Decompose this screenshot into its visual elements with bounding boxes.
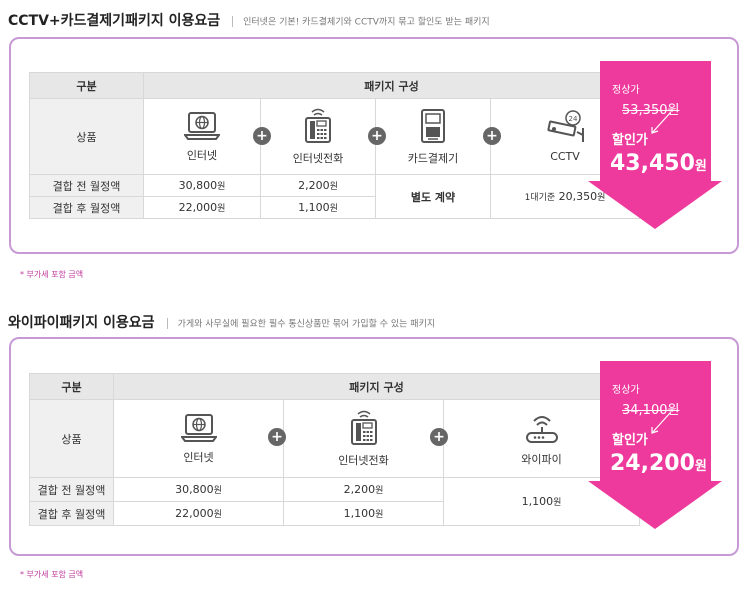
product-cell-internet: 인터넷	[113, 399, 284, 478]
row-label-after: 결합 후 월정액	[29, 196, 144, 219]
plus-icon: +	[368, 127, 386, 145]
product-name: 와이파이	[521, 452, 562, 466]
product-name: 인터넷전화	[338, 453, 389, 467]
cctv-camera-icon: 24	[547, 110, 584, 142]
product-name: 인터넷전화	[292, 151, 344, 165]
row-label-product: 상품	[29, 399, 114, 478]
section2-package-table: 구분 패키지 구성 상품 인터넷	[29, 373, 641, 526]
section1-price-arrow: 정상가 53,350원 할인가 43,450원	[588, 61, 723, 231]
row-label-after: 결합 후 월정액	[29, 501, 114, 526]
section2-subtitle: 가게와 사무실에 필요한 필수 통신상품만 묶어 가입할 수 있는 패키지	[177, 319, 436, 330]
price-before-phone: 2,200원	[283, 477, 444, 502]
regular-price: 53,350원	[622, 103, 680, 118]
product-name: 카드결제기	[407, 151, 459, 165]
price-before-internet: 30,800원	[143, 174, 261, 197]
card-terminal-icon	[421, 108, 445, 143]
plus-icon: +	[430, 428, 448, 446]
product-name: CCTV	[550, 150, 580, 163]
row-label-before: 결합 전 월정액	[29, 477, 114, 502]
laptop-globe-icon	[184, 111, 220, 140]
product-cell-card-terminal: 카드결제기	[375, 98, 491, 175]
plus-icon: +	[253, 127, 271, 145]
package-header: 패키지 구성	[112, 373, 641, 400]
svg-text:24: 24	[569, 115, 578, 123]
section2-title: 와이파이패키지 이용요금	[8, 315, 155, 331]
title-divider	[166, 317, 168, 329]
product-cell-phone: 인터넷전화	[260, 98, 376, 175]
product-name: 인터넷	[183, 450, 214, 464]
price-after-internet: 22,000원	[113, 501, 284, 526]
row-label-before: 결합 전 월정액	[29, 174, 144, 197]
sale-price-label: 할인가	[612, 433, 648, 448]
product-cell-phone: 인터넷전화	[283, 399, 444, 478]
desk-phone-icon	[305, 108, 331, 143]
sale-price: 24,200원	[610, 451, 707, 476]
section1-vat-note: * 부가세 포함 금액	[20, 270, 84, 279]
col-header: 구분	[29, 373, 114, 400]
regular-price-label: 정상가	[612, 385, 640, 396]
section1-title: CCTV+카드결제기패키지 이용요금	[8, 13, 221, 29]
product-cell-internet: 인터넷	[143, 98, 261, 175]
plus-icon: +	[483, 127, 501, 145]
sale-price-label: 할인가	[612, 133, 648, 148]
section2-title-row: 와이파이패키지 이용요금 가게와 사무실에 필요한 필수 통신상품만 묶어 가입할…	[8, 312, 435, 332]
wifi-router-icon	[525, 415, 558, 443]
laptop-globe-icon	[180, 413, 217, 442]
title-divider	[232, 15, 234, 27]
section1-title-row: CCTV+카드결제기패키지 이용요금 인터넷은 기본! 카드결제기와 CCTV까지…	[8, 10, 490, 30]
plus-icon: +	[268, 428, 286, 446]
section1-package-table: 구분 패키지 구성 상품 인터넷	[29, 72, 640, 219]
col-header: 구분	[29, 72, 144, 99]
product-name: 인터넷	[186, 148, 218, 162]
regular-price-label: 정상가	[612, 85, 640, 96]
desk-phone-icon	[350, 410, 377, 445]
section1-subtitle: 인터넷은 기본! 카드결제기와 CCTV까지 묶고 할인도 받는 패키지	[243, 17, 490, 28]
section2-package-box: 구분 패키지 구성 상품 인터넷	[9, 337, 739, 556]
sale-price: 43,450원	[610, 151, 707, 176]
section2-price-arrow: 정상가 34,100원 할인가 24,200원	[588, 361, 723, 531]
price-after-phone: 1,100원	[283, 501, 444, 526]
section1-package-box: 구분 패키지 구성 상품 인터넷	[9, 37, 739, 254]
price-after-phone: 1,100원	[260, 196, 376, 219]
card-terminal-separate-contract: 별도 계약	[375, 174, 491, 219]
regular-price: 34,100원	[622, 403, 680, 418]
price-before-phone: 2,200원	[260, 174, 376, 197]
price-before-internet: 30,800원	[113, 477, 284, 502]
package-header: 패키지 구성	[143, 72, 640, 99]
price-after-internet: 22,000원	[143, 196, 261, 219]
down-arrow-shape	[588, 61, 722, 229]
wifi-price: 1,100원	[442, 477, 641, 526]
section2-vat-note: * 부가세 포함 금액	[20, 570, 84, 579]
row-label-product: 상품	[29, 98, 144, 175]
down-arrow-shape	[588, 361, 722, 529]
